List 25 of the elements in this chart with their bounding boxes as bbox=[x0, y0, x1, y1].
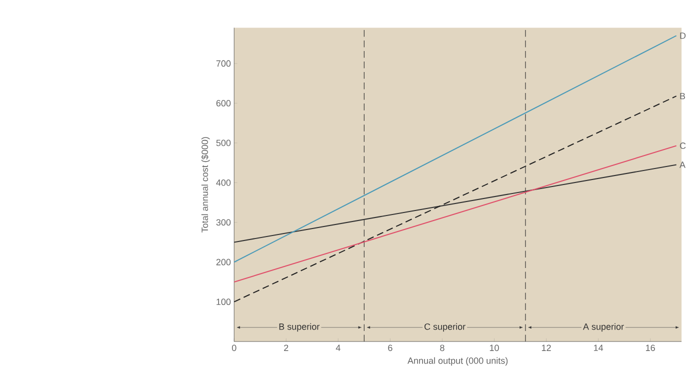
x-axis-title: Annual output (000 units) bbox=[408, 357, 508, 366]
x-tick-label: 10 bbox=[490, 344, 499, 352]
annotation: C superior bbox=[424, 323, 466, 332]
annotation: A superior bbox=[582, 323, 624, 332]
annotation: B superior bbox=[279, 323, 320, 332]
x-tick-label: 4 bbox=[336, 344, 340, 352]
x-tick-label: 0 bbox=[232, 344, 236, 352]
x-tick-label: 6 bbox=[388, 344, 392, 352]
x-tick-label: 14 bbox=[594, 344, 604, 352]
series-label: D bbox=[680, 32, 686, 39]
series-label: B bbox=[680, 93, 686, 100]
x-tick-label: 2 bbox=[284, 344, 288, 352]
x-tick-label: 16 bbox=[646, 344, 655, 352]
series-label: C bbox=[680, 142, 686, 150]
y-axis-title: Total annual cost ($000) bbox=[201, 137, 210, 233]
y-tick-label: 200 bbox=[216, 259, 231, 266]
y-tick-label: 700 bbox=[216, 60, 231, 67]
series-label: A bbox=[680, 162, 686, 168]
y-tick-label: 300 bbox=[216, 219, 231, 226]
y-tick-label: 600 bbox=[216, 100, 231, 107]
y-tick-label: 400 bbox=[216, 180, 231, 186]
y-tick-label: 500 bbox=[216, 140, 231, 146]
y-tick-label: 100 bbox=[216, 298, 231, 306]
x-tick-label: 12 bbox=[542, 344, 551, 352]
x-tick-label: 8 bbox=[440, 344, 444, 352]
